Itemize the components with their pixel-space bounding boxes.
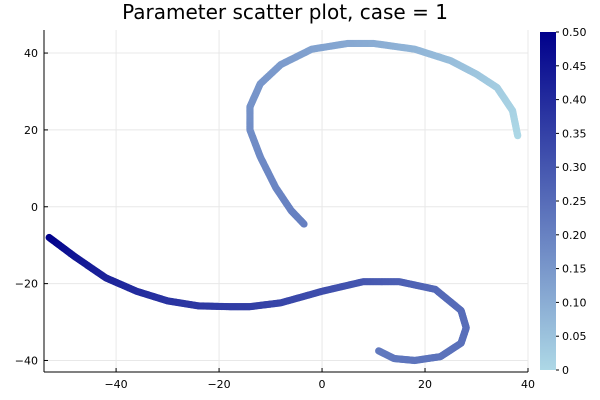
- data-point: [300, 220, 308, 228]
- y-tick-label: 0: [31, 201, 38, 214]
- colorbar-tick-label: 0.35: [562, 127, 587, 140]
- colorbar-tick-label: 0.10: [562, 296, 587, 309]
- colorbar-tick-label: 0.20: [562, 229, 587, 242]
- x-tick-label: −20: [207, 378, 230, 391]
- colorbar-tick-label: 0.50: [562, 26, 587, 39]
- colorbar-tick-label: 0.40: [562, 94, 587, 107]
- y-tick-label: −40: [15, 354, 38, 367]
- y-tick-label: 40: [24, 47, 38, 60]
- colorbar-tick-label: 0.05: [562, 330, 587, 343]
- colorbar-tick-label: 0.30: [562, 161, 587, 174]
- data-points: [45, 39, 522, 365]
- axes: −40 −20 0 20 40 −40 −20 0 20 40: [15, 30, 535, 391]
- colorbar-bar: [540, 32, 556, 370]
- colorbar-tick-label: 0.45: [562, 60, 587, 73]
- x-tick-label: −40: [104, 378, 127, 391]
- y-tick-label: −20: [15, 278, 38, 291]
- colorbar-tick-label: 0.15: [562, 263, 587, 276]
- data-point: [375, 347, 383, 355]
- chart-title: Parameter scatter plot, case = 1: [122, 0, 448, 24]
- colorbar: 0 0.05 0.10 0.15 0.20 0.25 0.30 0.35 0.40 0.45 0.5…: [540, 26, 587, 377]
- x-tick-label: 20: [418, 378, 432, 391]
- y-tick-label: 20: [24, 124, 38, 137]
- x-tick-label: 40: [521, 378, 535, 391]
- colorbar-tick-label: 0: [562, 364, 569, 377]
- x-tick-label: 0: [319, 378, 326, 391]
- colorbar-tick-label: 0.25: [562, 195, 587, 208]
